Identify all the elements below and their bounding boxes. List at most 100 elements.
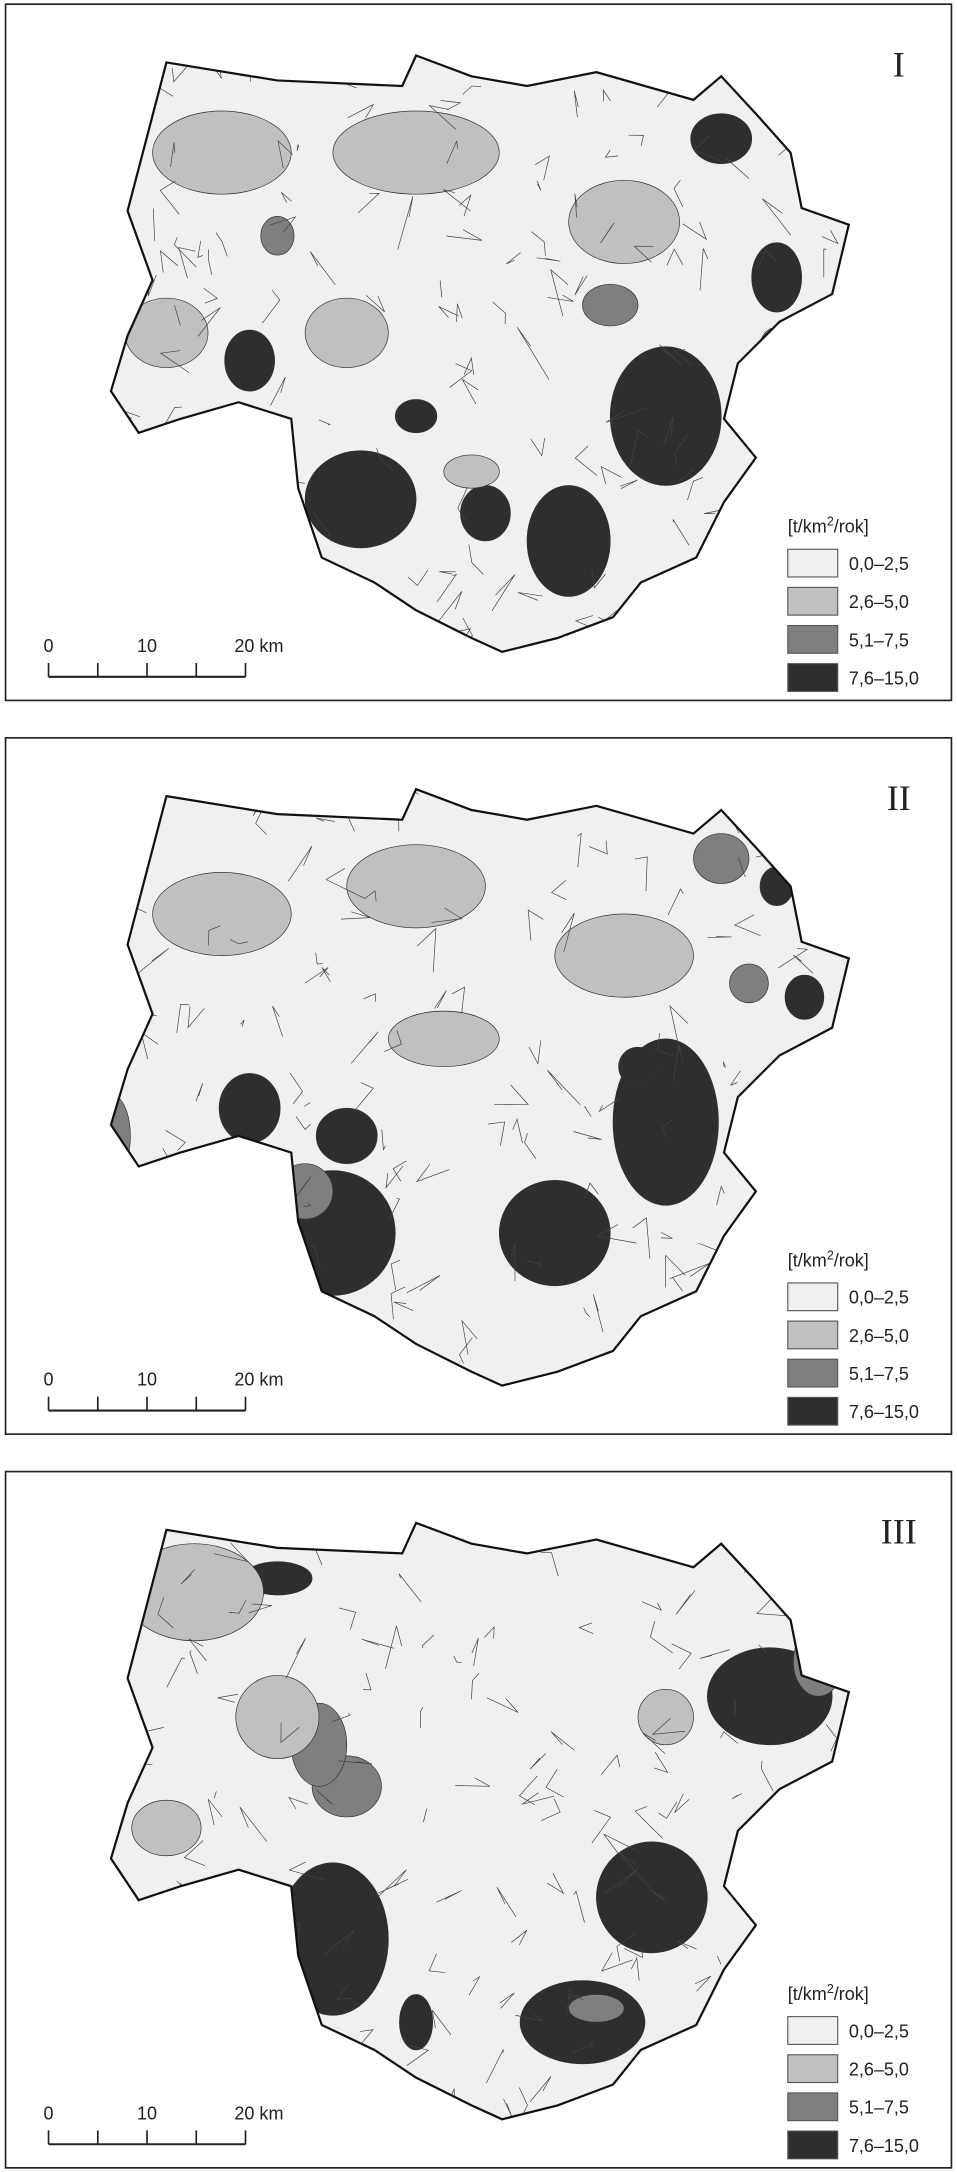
legend-label: 7,6–15,0	[849, 1402, 919, 1422]
catchment-boundary	[419, 1707, 424, 1728]
legend-label: 5,1–7,5	[849, 1364, 909, 1384]
catchment-boundary	[583, 1307, 590, 1317]
catchment-boundary	[321, 967, 331, 982]
catchment-boundary	[512, 1118, 523, 1144]
catchment-boundary	[682, 221, 708, 241]
catchment-boundary	[281, 192, 292, 203]
catchment-boundary	[677, 1940, 697, 1950]
catchment-boundary	[663, 417, 674, 446]
catchment-boundary	[731, 1793, 742, 1800]
catchment-boundary	[338, 1607, 357, 1630]
catchment-boundary	[459, 1337, 473, 1364]
catchment-boundary	[675, 1590, 696, 1615]
catchment-boundary	[313, 512, 332, 542]
catchment-boundary	[524, 1133, 537, 1159]
catchment-boundary	[443, 189, 471, 212]
catchment-boundary	[577, 832, 582, 868]
catchment-boundary	[535, 155, 550, 181]
catchment-boundary	[762, 198, 792, 236]
legend-swatch	[787, 586, 839, 616]
catchment-boundary	[384, 1030, 402, 1052]
catchment-boundary	[551, 879, 567, 901]
catchment-boundary	[188, 1638, 207, 1662]
catchment-boundary	[516, 327, 550, 380]
legend-swatch	[787, 663, 839, 692]
catchment-class-area	[131, 1799, 202, 1857]
catchment-boundary	[687, 477, 703, 501]
catchment-boundary	[693, 135, 724, 163]
catchment-boundary	[217, 1693, 239, 1703]
catchment-boundary	[632, 1217, 651, 1259]
catchment-boundary	[239, 1806, 268, 1842]
catchment-boundary	[695, 1975, 711, 1992]
catchment-boundary	[416, 927, 437, 973]
catchment-boundary	[664, 1254, 686, 1288]
catchment-boundary	[629, 430, 649, 467]
catchment-boundary	[315, 952, 323, 965]
catchment-boundary	[390, 1286, 406, 1320]
catchment-boundary	[381, 1129, 386, 1151]
catchment-boundary	[526, 1260, 542, 1266]
catchment-class-area	[568, 1994, 625, 2023]
catchment-boundary	[484, 1626, 495, 1639]
catchment-boundary	[603, 1833, 638, 1854]
catchment-class-area	[304, 450, 417, 549]
scale-label: 10	[137, 1370, 157, 1390]
legend-swatch	[787, 2092, 839, 2122]
catchment-boundary	[397, 196, 414, 250]
catchment-boundary	[619, 1852, 656, 1895]
catchment-boundary	[673, 179, 684, 208]
catchment-boundary	[207, 249, 213, 275]
catchment-boundary	[699, 1649, 730, 1659]
catchment-boundary	[248, 1603, 273, 1614]
catchments	[110, 1522, 849, 2120]
catchment-class-area	[443, 454, 500, 489]
catchment-boundary	[604, 149, 618, 158]
legend-title-sup: 2	[827, 1248, 834, 1262]
catchment-boundary	[393, 1301, 414, 1311]
catchment-class-area	[526, 485, 611, 597]
legend-swatch	[787, 2016, 839, 2045]
catchment-boundary	[354, 1082, 374, 1111]
catchment-boundary	[756, 1597, 793, 1617]
catchment-boundary	[336, 1984, 352, 2000]
legend-swatch	[787, 1320, 839, 1350]
catchment-boundary	[511, 1930, 528, 1946]
legend-title-sup: 2	[827, 515, 834, 529]
catchment-boundary	[316, 1789, 334, 1805]
legend-swatch	[787, 624, 839, 654]
catchment-boundary	[624, 1946, 644, 1959]
panel-label: I	[893, 44, 905, 84]
region-border	[109, 54, 851, 654]
catchment-boundary	[446, 140, 458, 164]
catchment-boundary	[323, 1929, 355, 1956]
catchment-boundary	[518, 2087, 528, 2114]
catchment-boundary	[456, 303, 463, 322]
catchment-class-area	[596, 1841, 708, 1954]
catchment-boundary	[439, 571, 456, 575]
legend-title-part: /rok]	[834, 1984, 869, 2004]
scale-label: 10	[137, 2103, 157, 2123]
catchment-boundary	[461, 378, 479, 405]
catchment-boundary	[288, 1861, 325, 1881]
catchment-class-area	[519, 1980, 646, 2065]
scale-label: 20 km	[234, 636, 283, 656]
legend-title-part: [t/km	[788, 517, 827, 537]
catchment-boundary	[591, 568, 606, 589]
catchment-boundary	[511, 1243, 516, 1282]
catchment-boundary	[361, 1638, 395, 1649]
catchment-boundary	[654, 1752, 669, 1773]
catchment-class-area	[460, 485, 511, 542]
catchment-class-area	[693, 833, 750, 884]
catchment-boundary	[737, 857, 746, 878]
catchment-boundary	[720, 1731, 739, 1744]
catchment-boundary	[530, 1753, 547, 1770]
catchment-class-area	[260, 216, 295, 256]
catchment-boundary	[438, 306, 459, 318]
catchment-boundary	[591, 1810, 612, 1844]
catchment-class-area	[304, 297, 389, 368]
catchment-class-area	[235, 1675, 320, 1760]
catchment-boundary	[573, 1131, 602, 1140]
